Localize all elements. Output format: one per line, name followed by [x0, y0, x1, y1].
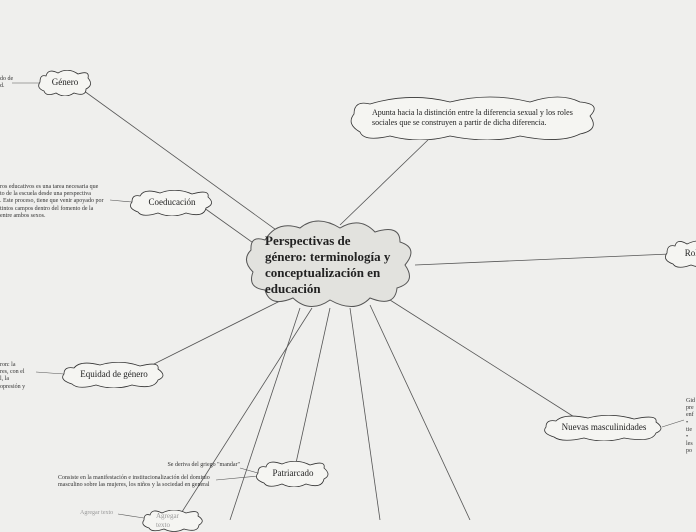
node-agregar[interactable]: Agregar texto — [142, 510, 204, 532]
node-genero[interactable]: Género — [38, 70, 92, 96]
node-roles-label: Roles — [685, 248, 696, 259]
node-patriarcado-label: Patriarcado — [273, 468, 314, 479]
node-roles[interactable]: Roles — [665, 240, 696, 268]
node-distincion-label: Apunta hacia la distinción entre la dife… — [372, 108, 576, 128]
center-node[interactable]: Perspectivas de género: terminología y c… — [245, 220, 415, 310]
node-agregar-label: Agregar texto — [156, 512, 190, 530]
note-patriarcado-1: Se deriva del griego "mandar" — [160, 462, 240, 469]
placeholder-agregar: Agregar texto — [80, 510, 113, 516]
center-label: Perspectivas de género: terminología y c… — [265, 233, 395, 298]
note-equidad: ron: la res, con el l, la opresión y — [0, 362, 28, 391]
node-masculinidades[interactable]: Nuevas masculinidades — [544, 415, 664, 441]
node-coeducacion[interactable]: Coeducación — [130, 190, 214, 216]
node-patriarcado[interactable]: Patriarcado — [256, 461, 330, 487]
note-patriarcado-2: Consiste en la manifestación e instituci… — [58, 475, 218, 489]
node-equidad[interactable]: Equidad de género — [62, 362, 166, 388]
note-genero: do de d. — [0, 76, 14, 90]
node-genero-label: Género — [52, 77, 79, 88]
node-coeducacion-label: Coeducación — [149, 197, 196, 208]
node-equidad-label: Equidad de género — [80, 369, 147, 380]
node-distincion[interactable]: Apunta hacia la distinción entre la dife… — [350, 96, 598, 140]
note-masculinidades: Gid pre enf • tie • les po — [686, 398, 696, 456]
node-masculinidades-label: Nuevas masculinidades — [562, 422, 647, 433]
note-coeducacion: ros educativos es una tarea necesaria qu… — [0, 184, 110, 220]
